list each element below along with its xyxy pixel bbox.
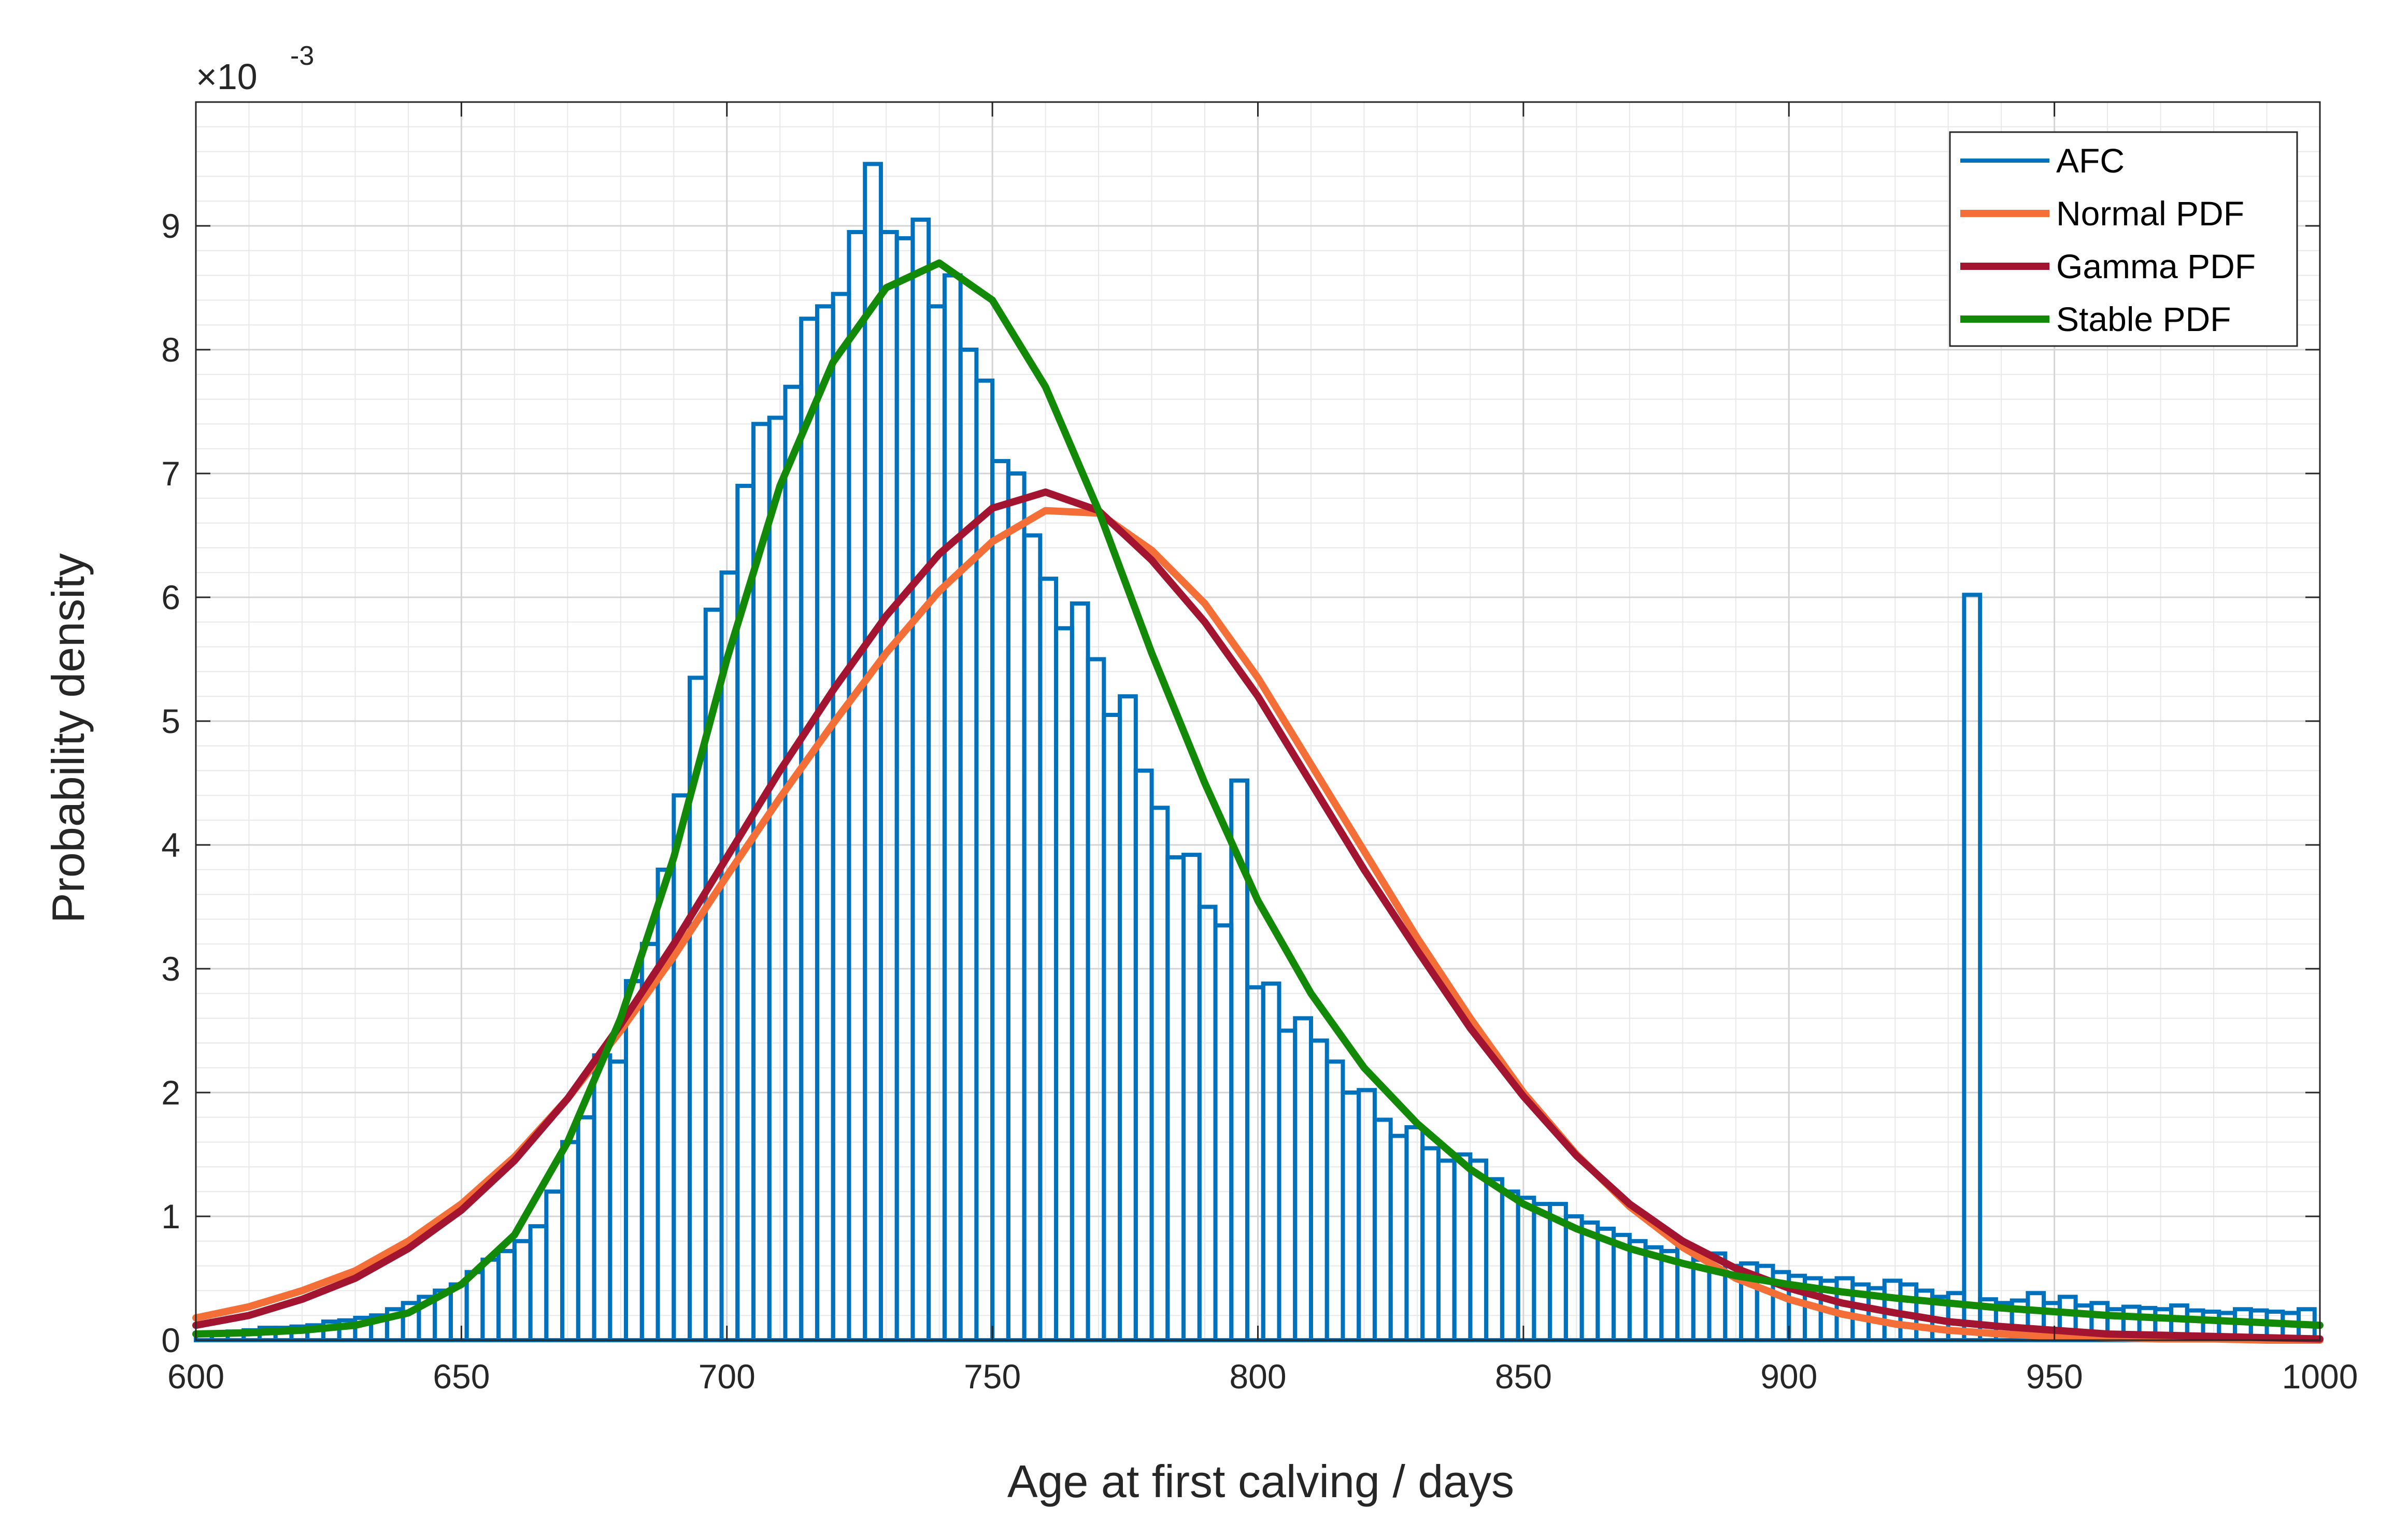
y-tick-label: 5 — [161, 702, 180, 740]
y-exponent-label: ×10 -3 — [196, 41, 314, 97]
y-tick-label: 0 — [161, 1321, 180, 1359]
x-tick-labels: 600 650 700 750 800 850 900 950 1000 — [167, 1357, 2358, 1396]
series-line-stable-pdf — [192, 259, 2324, 1338]
pdf-curves — [192, 259, 2324, 1344]
y-tick-label: 7 — [161, 454, 180, 493]
x-tick-label: 650 — [433, 1357, 490, 1396]
y-exponent-base: ×10 — [196, 56, 258, 97]
x-axis-label: Age at first calving / days — [1007, 1456, 1514, 1507]
legend-entry-normal: Normal PDF — [1960, 194, 2244, 233]
x-tick-label: 1000 — [2282, 1357, 2358, 1396]
y-exponent-power: -3 — [290, 41, 314, 71]
y-tick-label: 2 — [161, 1073, 180, 1112]
legend: AFC Normal PDF Gamma PDF Stable PDF — [1949, 131, 2298, 347]
legend-box — [1949, 131, 2298, 347]
legend-label-normal: Normal PDF — [2056, 194, 2244, 233]
x-tick-label: 800 — [1229, 1357, 1286, 1396]
x-tick-label: 600 — [167, 1357, 224, 1396]
y-axis-label: Probability density — [42, 553, 94, 923]
x-tick-label: 900 — [1760, 1357, 1817, 1396]
legend-label-afc: AFC — [2056, 141, 2125, 180]
legend-entry-stable: Stable PDF — [1960, 300, 2231, 338]
y-tick-label: 8 — [161, 331, 180, 369]
x-tick-label: 850 — [1495, 1357, 1552, 1396]
y-tick-label: 9 — [161, 207, 180, 245]
x-tick-label: 950 — [2026, 1357, 2083, 1396]
series-line-gamma-pdf — [192, 488, 2324, 1343]
y-tick-label: 6 — [161, 578, 180, 616]
axis-ticks — [195, 102, 2321, 1341]
legend-entry-gamma: Gamma PDF — [1960, 247, 2256, 285]
legend-label-gamma: Gamma PDF — [2056, 247, 2256, 285]
x-tick-label: 750 — [964, 1357, 1021, 1396]
legend-label-stable: Stable PDF — [2056, 300, 2231, 338]
y-tick-labels: 0 1 2 3 4 5 6 7 8 9 — [161, 207, 180, 1359]
y-tick-label: 3 — [161, 950, 180, 988]
legend-entry-afc: AFC — [1960, 141, 2125, 180]
y-tick-label: 1 — [161, 1197, 180, 1236]
y-tick-label: 4 — [161, 826, 180, 864]
x-tick-label: 700 — [699, 1357, 756, 1396]
